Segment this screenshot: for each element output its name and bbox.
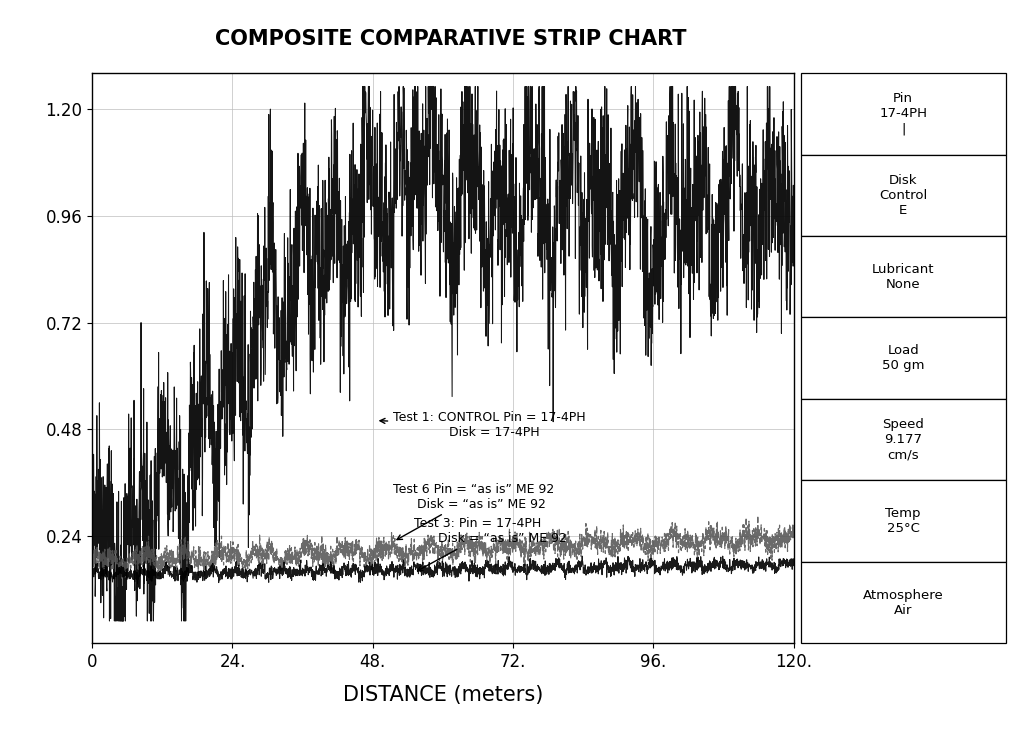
Text: Test 6 Pin = “as is” ME 92
      Disk = “as is” ME 92: Test 6 Pin = “as is” ME 92 Disk = “as is… (393, 482, 554, 539)
X-axis label: DISTANCE (meters): DISTANCE (meters) (343, 685, 543, 705)
Text: Test 1: CONTROL Pin = 17-4PH
              Disk = 17-4PH: Test 1: CONTROL Pin = 17-4PH Disk = 17-4… (380, 411, 586, 439)
Text: Pin
17-4PH
|: Pin 17-4PH | (880, 92, 927, 135)
Text: Speed
9.177
cm/s: Speed 9.177 cm/s (883, 418, 924, 461)
Text: Disk
Control
E: Disk Control E (879, 174, 928, 217)
Text: Test 3: Pin = 17-4PH
      Disk = “as is” ME 92: Test 3: Pin = 17-4PH Disk = “as is” ME 9… (414, 518, 566, 571)
Text: Lubricant
None: Lubricant None (871, 262, 935, 291)
Text: Load
50 gm: Load 50 gm (882, 344, 925, 372)
Text: Temp
25°C: Temp 25°C (886, 507, 921, 535)
Text: COMPOSITE COMPARATIVE STRIP CHART: COMPOSITE COMPARATIVE STRIP CHART (215, 29, 686, 49)
Text: Atmosphere
Air: Atmosphere Air (863, 588, 943, 616)
